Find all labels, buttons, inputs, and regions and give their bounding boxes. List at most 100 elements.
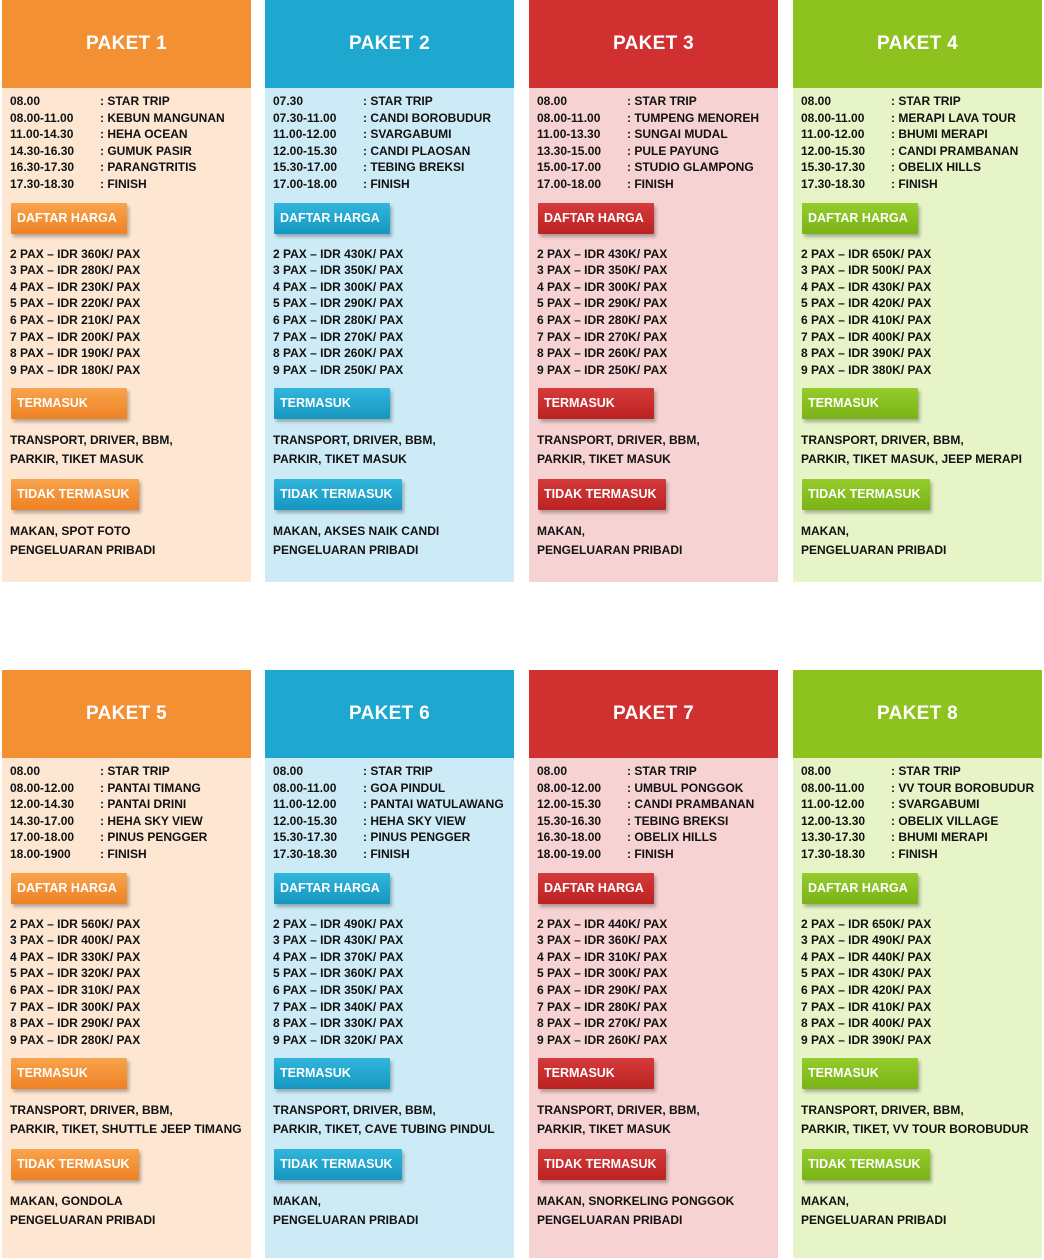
schedule-time: 11.00-12.00 — [801, 127, 865, 142]
price-item: 3 PAX – IDR 360K/ PAX — [537, 933, 668, 948]
excluded-line: PENGELUARAN PRIBADI — [273, 543, 419, 558]
price-item: 9 PAX – IDR 320K/ PAX — [273, 1032, 404, 1047]
schedule-time: 08.00-11.00 — [801, 110, 865, 125]
price-list-button[interactable]: DAFTAR HARGA — [802, 202, 918, 234]
schedule-row: 15.00-17.00: STUDIO GLAMPONG — [537, 159, 778, 176]
schedule-activity: : STAR TRIP — [100, 94, 170, 108]
package-body: 08.00: STAR TRIP 08.00-11.00: KEBUN MANGU… — [2, 88, 251, 582]
schedule-row: 08.00: STAR TRIP — [537, 763, 778, 780]
schedule-row: 17.30-18.30: FINISH — [801, 176, 1042, 193]
included-button[interactable]: TERMASUK — [11, 388, 127, 420]
price-item: 4 PAX – IDR 370K/ PAX — [273, 949, 404, 964]
price-item: 6 PAX – IDR 280K/ PAX — [537, 312, 668, 327]
schedule-activity: : SVARGABUMI — [891, 797, 980, 812]
included-button[interactable]: TERMASUK — [538, 1058, 654, 1090]
schedule-row: 11.00-12.00: PANTAI WATULAWANG — [273, 796, 514, 813]
schedule-time: 14.30-16.30 — [10, 143, 75, 158]
excluded-button[interactable]: TIDAK TERMASUK — [538, 479, 666, 511]
schedule-time: 11.00-12.00 — [273, 797, 337, 812]
price-list-button[interactable]: DAFTAR HARGA — [538, 202, 654, 234]
included-button[interactable]: TERMASUK — [11, 1058, 127, 1090]
package-body: 08.00: STAR TRIP 08.00-12.00: PANTAI TIMA… — [2, 758, 251, 1258]
included-button[interactable]: TERMASUK — [538, 388, 654, 420]
included-line: PARKIR, TIKET MASUK, JEEP MERAPI — [801, 452, 1022, 467]
schedule-row: 12.00-15.30: CANDI PRAMBANAN — [801, 143, 1042, 160]
excluded-button[interactable]: TIDAK TERMASUK — [802, 1149, 930, 1181]
schedule-row: 13.30-15.00: PULE PAYUNG — [537, 143, 778, 160]
schedule-row: 08.00 : STAR TRIP — [10, 763, 251, 780]
schedule-row: 13.30-17.30: BHUMI MERAPI — [801, 829, 1042, 846]
included-line: TRANSPORT, DRIVER, BBM, — [10, 433, 173, 448]
price-item: 2 PAX – IDR 650K/ PAX — [801, 916, 932, 931]
schedule-activity: : GUMUK PASIR — [100, 143, 192, 158]
schedule-time: 17.00-18.00 — [537, 176, 602, 191]
excluded-line: PENGELUARAN PRIBADI — [537, 543, 683, 558]
schedule-activity: : STAR TRIP — [363, 94, 433, 108]
included-text: TRANSPORT, DRIVER, BBM, PARKIR, TIKET MAS… — [273, 431, 514, 469]
included-line: PARKIR, TIKET, SHUTTLE JEEP TIMANG — [10, 1122, 242, 1137]
schedule-activity: : HEHA SKY VIEW — [363, 813, 466, 828]
schedule-activity: : OBELIX HILLS — [627, 830, 717, 845]
price-item: 2 PAX – IDR 440K/ PAX — [537, 916, 668, 931]
schedule-row: 14.30-17.00: HEHA SKY VIEW — [10, 813, 251, 830]
price-list-button[interactable]: DAFTAR HARGA — [274, 202, 390, 234]
excluded-button[interactable]: TIDAK TERMASUK — [802, 479, 930, 511]
schedule-time: 08.00 — [10, 764, 41, 778]
schedule-row: 08.00: STAR TRIP — [10, 93, 251, 110]
package-title: PAKET 2 — [265, 0, 514, 88]
schedule-time: 12.00-14.30 — [10, 797, 75, 812]
schedule-time: 16.30-18.00 — [537, 830, 602, 845]
schedule-row: 16.30-17.30: PARANGTRITIS — [10, 159, 251, 176]
schedule-time: 08.00 — [537, 94, 568, 108]
price-list: 2 PAX – IDR 560K/ PAX 3 PAX – IDR 400K/ P… — [10, 916, 251, 1049]
excluded-button[interactable]: TIDAK TERMASUK — [538, 1149, 666, 1181]
excluded-line: PENGELUARAN PRIBADI — [537, 1213, 683, 1228]
price-item: 7 PAX – IDR 400K/ PAX — [801, 329, 932, 344]
price-item: 5 PAX – IDR 300K/ PAX — [537, 966, 668, 981]
included-button[interactable]: TERMASUK — [274, 1058, 390, 1090]
price-item: 9 PAX – IDR 250K/ PAX — [537, 362, 668, 377]
excluded-text: MAKAN, PENGELUARAN PRIBADI — [273, 1192, 514, 1230]
price-item: 5 PAX – IDR 360K/ PAX — [273, 966, 404, 981]
included-button[interactable]: TERMASUK — [274, 388, 390, 420]
schedule-activity: : PULE PAYUNG — [627, 143, 720, 158]
price-list-button[interactable]: DAFTAR HARGA — [11, 872, 127, 904]
schedule-activity: : FINISH — [363, 176, 410, 191]
excluded-button[interactable]: TIDAK TERMASUK — [274, 479, 402, 511]
price-list-button[interactable]: DAFTAR HARGA — [538, 872, 654, 904]
schedule-row: 11.00-12.00: SVARGABUMI — [801, 796, 1042, 813]
package-body: 07.30: STAR TRIP 07.30-11.00: CANDI BOROB… — [265, 88, 514, 582]
excluded-button[interactable]: TIDAK TERMASUK — [11, 1149, 139, 1181]
schedule-activity: : BHUMI MERAPI — [891, 830, 988, 845]
excluded-line: MAKAN, GONDOLA — [10, 1194, 123, 1209]
excluded-text: MAKAN, PENGELUARAN PRIBADI — [801, 522, 1042, 560]
price-item: 9 PAX – IDR 390K/ PAX — [801, 1032, 932, 1047]
excluded-button[interactable]: TIDAK TERMASUK — [274, 1149, 402, 1181]
included-button[interactable]: TERMASUK — [802, 388, 918, 420]
excluded-button[interactable]: TIDAK TERMASUK — [11, 479, 139, 511]
price-item: 6 PAX – IDR 210K/ PAX — [10, 312, 141, 327]
price-item: 8 PAX – IDR 260K/ PAX — [273, 346, 404, 361]
schedule-activity: : FINISH — [891, 176, 938, 191]
schedule-time: 08.00 — [801, 94, 832, 108]
package-body: 08.00: STAR TRIP 08.00-11.00: MERAPI LAVA… — [793, 88, 1042, 582]
schedule-time: 08.00 — [273, 764, 304, 778]
price-list-button[interactable]: DAFTAR HARGA — [274, 872, 390, 904]
schedule-row: 08.00-11.00: TUMPENG MENOREH — [537, 110, 778, 127]
included-text: TRANSPORT, DRIVER, BBM, PARKIR, TIKET MAS… — [537, 431, 778, 469]
price-list-button[interactable]: DAFTAR HARGA — [802, 872, 918, 904]
included-line: TRANSPORT, DRIVER, BBM, — [537, 433, 700, 448]
price-item: 3 PAX – IDR 430K/ PAX — [273, 933, 404, 948]
price-item: 9 PAX – IDR 280K/ PAX — [10, 1032, 141, 1047]
schedule-activity: : STAR TRIP — [100, 764, 170, 778]
schedule-activity: : MERAPI LAVA TOUR — [891, 110, 1016, 125]
schedule-time: 08.00-11.00 — [273, 780, 337, 795]
schedule-row: 17.30-18.30: FINISH — [273, 846, 514, 863]
included-button[interactable]: TERMASUK — [802, 1058, 918, 1090]
included-line: PARKIR, TIKET MASUK — [273, 452, 407, 467]
included-line: TRANSPORT, DRIVER, BBM, — [537, 1103, 700, 1118]
schedule-time: 12.00-13.30 — [801, 813, 866, 828]
price-list-button[interactable]: DAFTAR HARGA — [11, 202, 127, 234]
package-card-7: PAKET 7 08.00: STAR TRIP 08.00-12.00: UMBU… — [529, 670, 778, 1258]
schedule-time: 15.30-16.30 — [537, 813, 602, 828]
